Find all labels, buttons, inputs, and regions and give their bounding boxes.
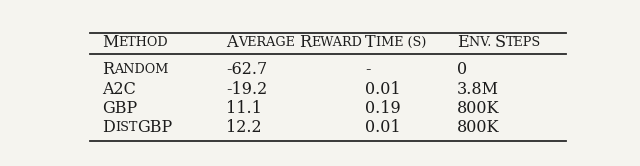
Text: R: R (299, 34, 311, 51)
Text: 0.01: 0.01 (365, 119, 401, 136)
Text: -62.7: -62.7 (227, 61, 268, 78)
Text: IST: IST (115, 121, 138, 134)
Text: T: T (365, 34, 376, 51)
Text: R: R (102, 61, 115, 78)
Text: TEPS: TEPS (506, 36, 541, 49)
Text: E: E (457, 34, 468, 51)
Text: -19.2: -19.2 (227, 81, 268, 98)
Text: 800K: 800K (457, 119, 499, 136)
Text: ANDOM: ANDOM (115, 63, 169, 76)
Text: A2C: A2C (102, 81, 136, 98)
Text: 3.8M: 3.8M (457, 81, 499, 98)
Text: D: D (102, 119, 115, 136)
Text: 12.2: 12.2 (227, 119, 262, 136)
Text: A: A (227, 34, 238, 51)
Text: ETHOD: ETHOD (118, 36, 168, 49)
Text: GBP: GBP (138, 119, 173, 136)
Text: S: S (495, 34, 506, 51)
Text: 800K: 800K (457, 100, 499, 117)
Text: 0.01: 0.01 (365, 81, 401, 98)
Text: 0: 0 (457, 61, 467, 78)
Text: GBP: GBP (102, 100, 138, 117)
Text: M: M (102, 34, 118, 51)
Text: EWARD: EWARD (311, 36, 362, 49)
Text: 11.1: 11.1 (227, 100, 262, 117)
Text: NV.: NV. (468, 36, 495, 49)
Text: VERAGE: VERAGE (238, 36, 299, 49)
Text: IME (S): IME (S) (376, 36, 426, 49)
Text: 0.19: 0.19 (365, 100, 401, 117)
Text: -: - (365, 61, 371, 78)
